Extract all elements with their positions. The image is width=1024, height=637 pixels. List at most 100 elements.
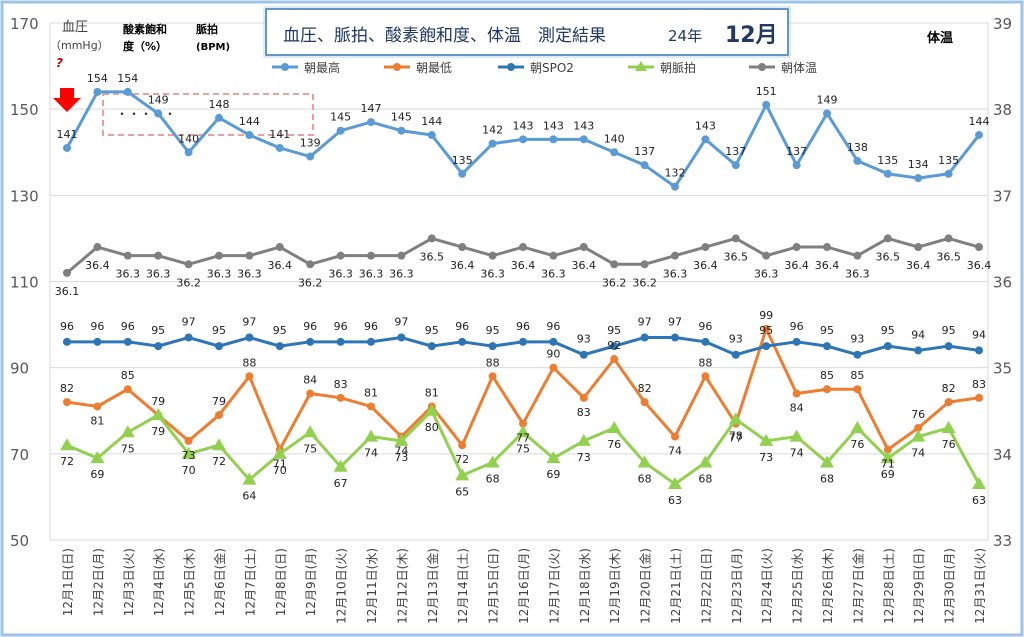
data-point <box>911 429 926 442</box>
data-label: 81 <box>425 386 439 399</box>
data-point <box>883 445 892 454</box>
x-tick-label: 12月22日(日) <box>699 548 713 624</box>
data-label: 97 <box>182 316 196 329</box>
data-point <box>519 419 527 428</box>
data-label: 134 <box>908 158 929 171</box>
bp-axis-label: 血圧 <box>62 20 88 35</box>
x-tick-label: 12月7日(土) <box>243 548 257 616</box>
data-label: 36.3 <box>207 268 232 281</box>
data-point <box>853 156 862 165</box>
data-point <box>701 135 710 144</box>
data-label: 74 <box>364 447 378 460</box>
x-tick-label: 12月17日(火) <box>547 548 561 624</box>
data-point <box>944 342 953 351</box>
x-tick-label: 12月9日(月) <box>304 548 318 616</box>
data-label: 137 <box>634 145 655 158</box>
data-point <box>336 337 345 346</box>
data-label: 96 <box>364 320 378 333</box>
data-label: 88 <box>486 356 500 369</box>
data-point <box>637 455 652 468</box>
data-point <box>516 425 530 438</box>
data-label: 36.3 <box>328 268 353 281</box>
x-tick-label: 12月26日(木) <box>821 548 835 624</box>
data-point <box>762 342 771 351</box>
data-point <box>610 260 619 269</box>
data-point <box>701 243 710 252</box>
data-label: 65 <box>455 485 469 498</box>
data-point <box>63 268 71 277</box>
x-tick-label: 12月18日(水) <box>578 548 592 624</box>
data-label: 93 <box>729 333 743 346</box>
data-label: 82 <box>60 382 74 395</box>
data-label: 63 <box>668 494 682 507</box>
data-label: 95 <box>942 324 956 337</box>
data-label: 36.3 <box>116 268 141 281</box>
data-label: 154 <box>87 72 108 85</box>
data-label: 77 <box>729 432 743 445</box>
x-tick-label: 12月15日(日) <box>487 548 501 624</box>
data-label: 135 <box>938 154 959 167</box>
data-point <box>731 234 740 243</box>
pulse-axis-label-line2: (BPM) <box>196 42 230 53</box>
legend-label: 朝最低 <box>416 61 452 75</box>
data-point <box>731 350 740 359</box>
data-point <box>275 243 284 252</box>
data-point <box>731 161 740 170</box>
data-point <box>215 342 223 351</box>
data-label: 71 <box>881 458 895 471</box>
data-label: 95 <box>425 324 439 337</box>
data-label: 137 <box>725 145 746 158</box>
data-label: 36.4 <box>784 259 809 272</box>
data-point <box>610 148 619 157</box>
data-point <box>184 148 193 157</box>
data-point <box>151 408 166 421</box>
x-tick-label: 12月21日(土) <box>669 548 683 624</box>
data-label: 68 <box>698 472 712 485</box>
data-label: 148 <box>209 98 230 111</box>
data-point <box>306 152 315 161</box>
data-point <box>610 342 619 351</box>
data-point <box>519 243 527 252</box>
data-point <box>549 251 558 260</box>
data-label: 142 <box>482 124 503 137</box>
data-label: 85 <box>820 369 834 382</box>
legend-label: 朝SPO2 <box>530 61 574 75</box>
data-point <box>944 398 953 407</box>
data-point <box>303 425 318 438</box>
data-point <box>576 433 591 446</box>
data-point <box>63 337 71 346</box>
data-point <box>367 118 375 127</box>
data-point <box>488 372 497 381</box>
data-label: 76 <box>607 438 621 451</box>
data-label: 36.4 <box>906 259 931 272</box>
data-point <box>427 234 436 243</box>
data-point <box>579 350 588 359</box>
data-label: 143 <box>573 119 594 132</box>
y-axis-right: 33 34 35 36 37 38 39 <box>993 15 1012 550</box>
data-point <box>367 251 375 260</box>
data-label: 93 <box>850 333 864 346</box>
data-point <box>823 385 831 394</box>
data-point <box>458 337 467 346</box>
data-label: 63 <box>972 494 986 507</box>
data-label: 83 <box>972 378 986 391</box>
data-point <box>242 472 257 485</box>
data-point <box>184 333 193 342</box>
data-point <box>154 251 163 260</box>
x-tick-label: 12月1日(日) <box>61 548 75 616</box>
data-point <box>823 342 831 351</box>
data-label: 143 <box>543 119 564 132</box>
data-label: 144 <box>421 115 442 128</box>
data-label: 88 <box>242 356 256 369</box>
y-left-tick-label: 90 <box>10 360 29 378</box>
data-point <box>579 135 588 144</box>
data-label: 93 <box>577 333 591 346</box>
data-label: 95 <box>486 324 500 337</box>
data-label: 154 <box>117 72 138 85</box>
data-label: 135 <box>877 154 898 167</box>
data-label: 140 <box>604 132 625 145</box>
x-tick-label: 12月31日(火) <box>973 548 987 624</box>
data-point <box>880 451 895 464</box>
legend: 朝最高 朝最低 朝SPO2 朝脈拍 朝体温 <box>272 60 817 75</box>
